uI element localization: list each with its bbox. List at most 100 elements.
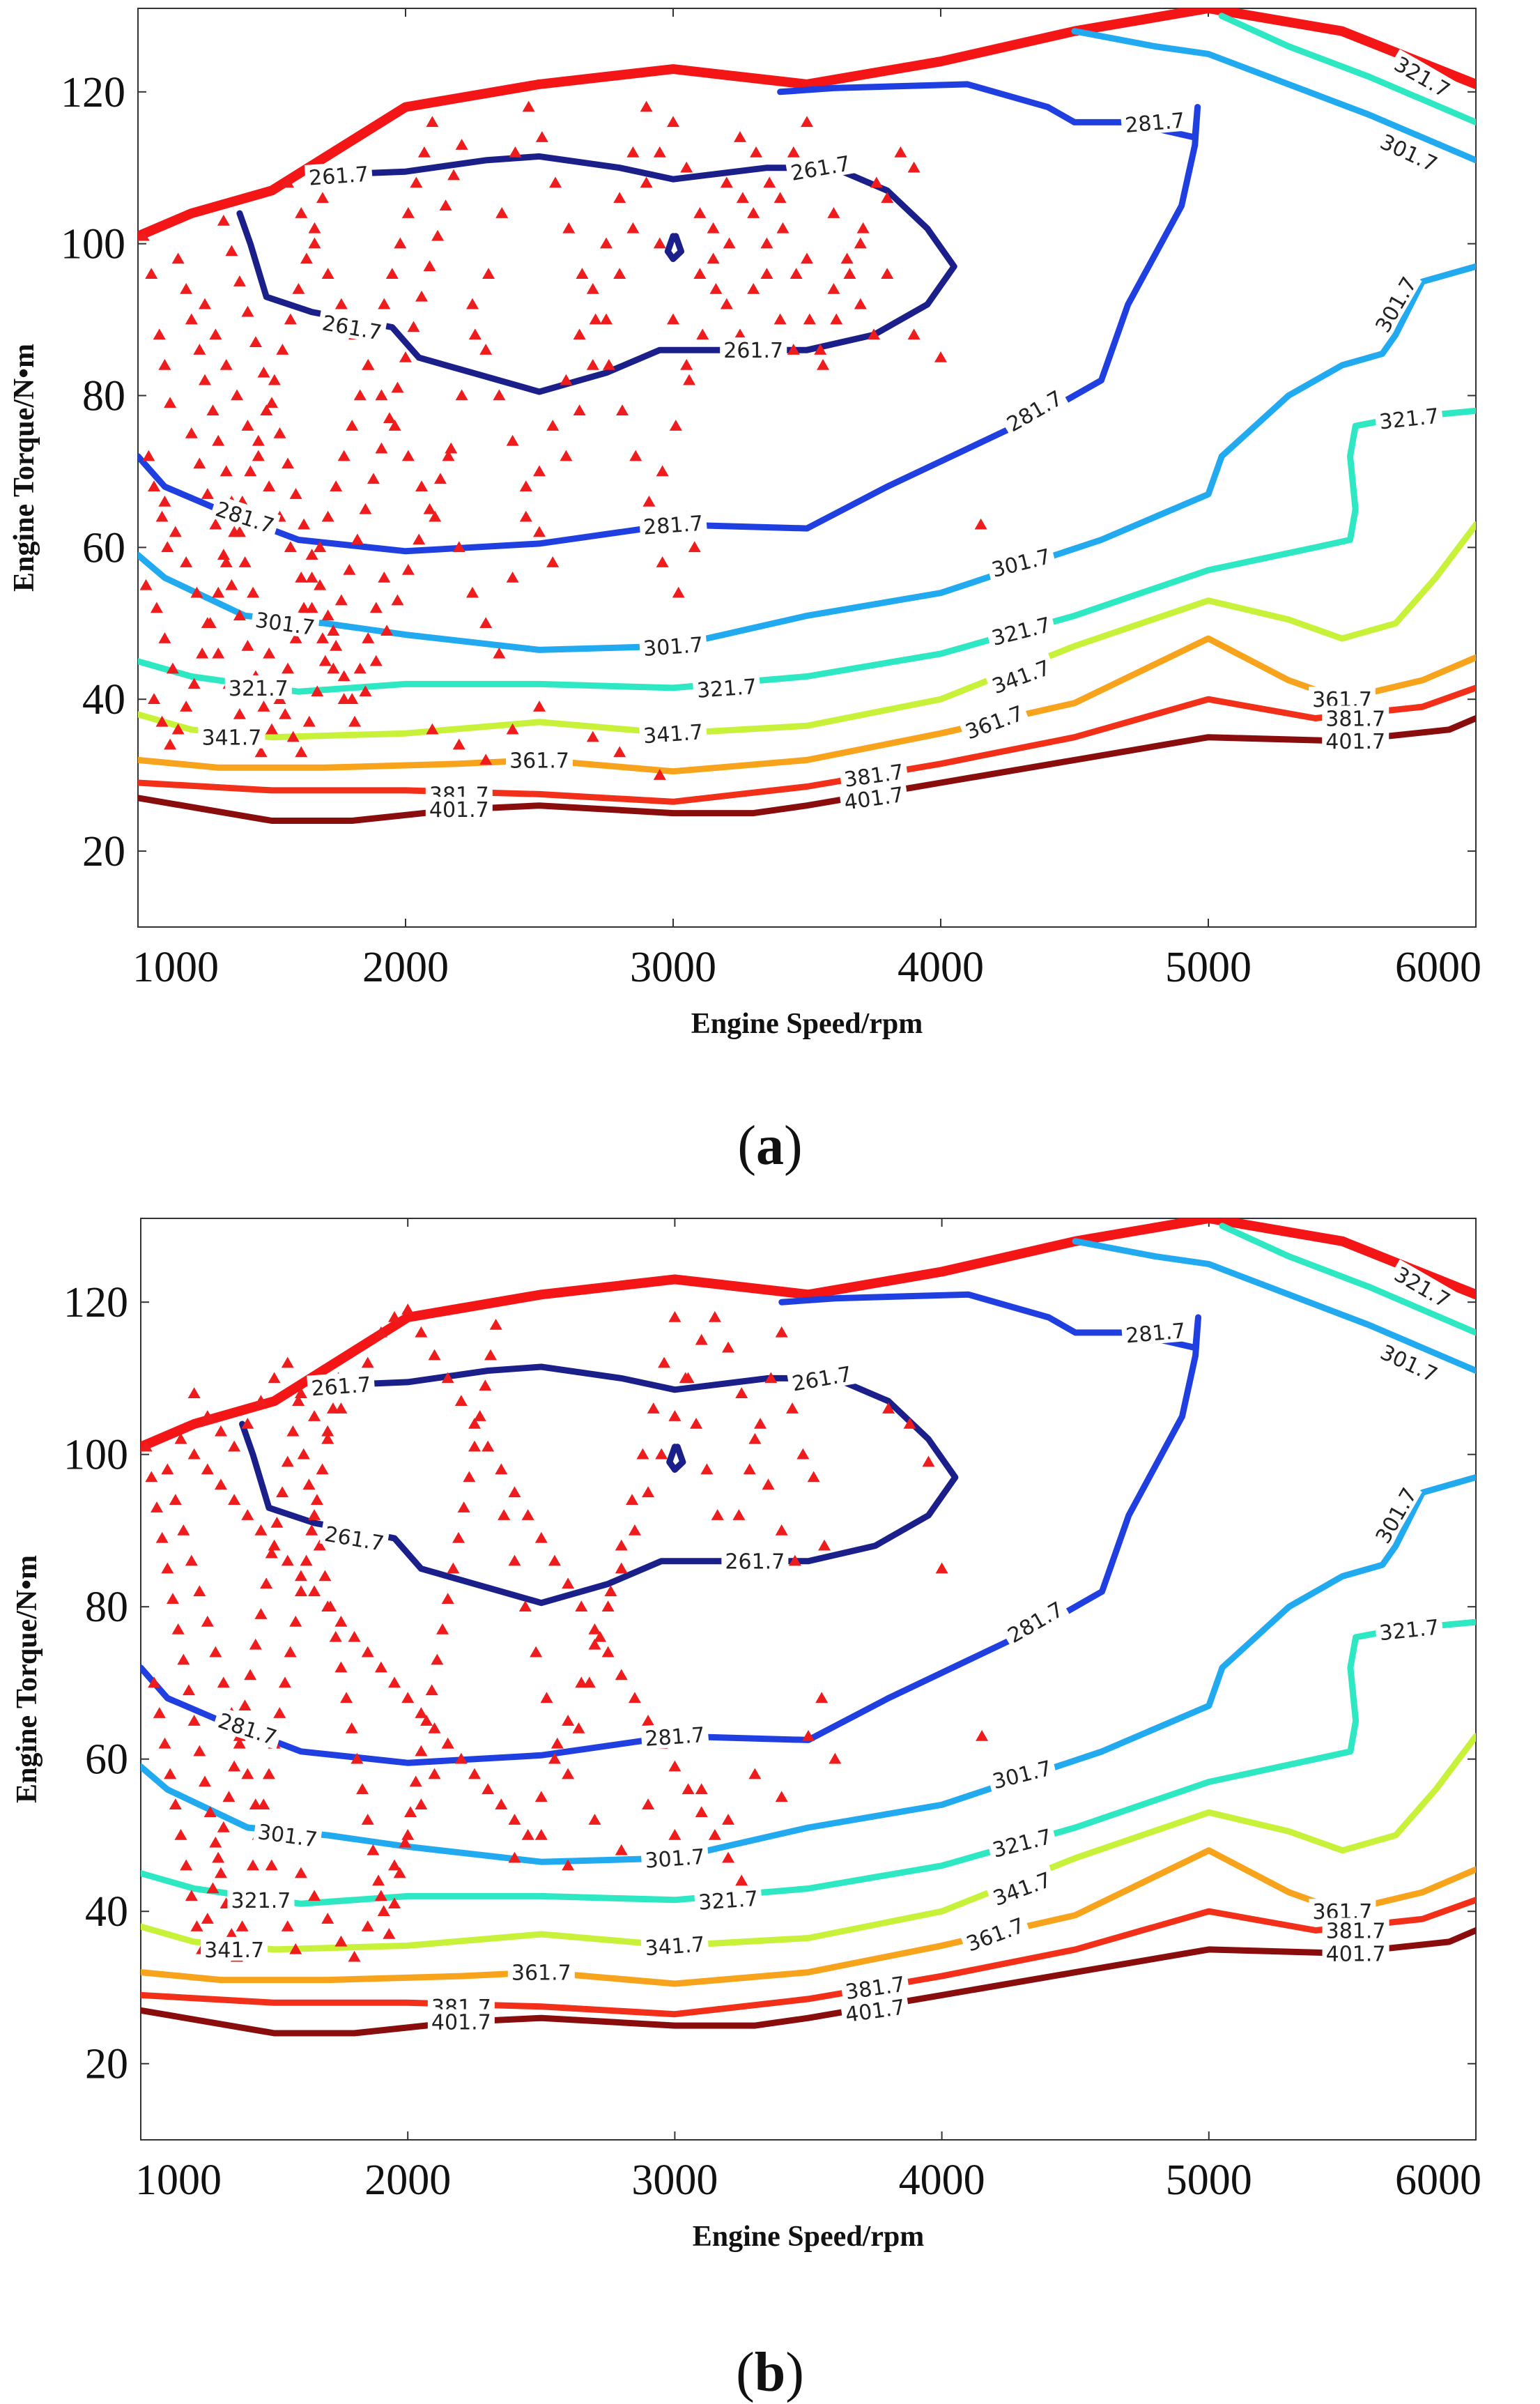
panel-b-marker-point — [321, 1432, 334, 1444]
panel-a-marker-point — [653, 146, 666, 158]
panel-b-marker-point — [482, 1783, 495, 1795]
panel-a-marker-point — [337, 670, 351, 682]
panel-b-marker-point — [409, 1775, 422, 1787]
panel-b-marker-point — [695, 1333, 708, 1345]
panel-a-marker-point — [466, 298, 479, 309]
panel-a-marker-point — [442, 450, 455, 461]
panel-a-contour-label-bg — [304, 160, 373, 189]
panel-a-marker-point — [359, 685, 372, 697]
panel-b-marker-point — [457, 1501, 470, 1513]
panel-b-marker-point — [193, 1745, 206, 1756]
panel-b-marker-point — [829, 1752, 842, 1764]
panel-b-contour-label-bg — [640, 1931, 709, 1959]
panel-b-marker-point — [540, 1692, 553, 1704]
panel-b-marker-point — [374, 1326, 387, 1338]
panel-b-marker-point — [148, 1676, 161, 1688]
panel-b-marker-point — [321, 1425, 334, 1437]
panel-b-marker-point — [668, 1760, 682, 1772]
panel-a-y-tick-label: 60 — [82, 524, 125, 572]
panel-label-b: (b) — [736, 2342, 804, 2403]
panel-b-marker-point — [326, 1402, 339, 1414]
panel-b-contour-label-bg — [840, 1993, 910, 2026]
panel-a-y-axis-label: Engine Torque/N•m — [8, 344, 40, 592]
panel-b-marker-point — [722, 1814, 735, 1825]
panel-b-marker-point — [294, 1387, 307, 1399]
panel-a-marker-point — [616, 404, 629, 416]
panel-b-marker-point — [775, 1326, 788, 1338]
panel-a-marker-point — [814, 344, 827, 355]
panel-a-marker-point — [870, 176, 883, 188]
panel-a-contour-label-text: 401.7 — [429, 798, 489, 822]
panel-a-marker-point — [394, 237, 407, 249]
panel-a-contour-label: 381.7 — [1322, 705, 1389, 731]
panel-b-contour-label-text: 281.7 — [1125, 1319, 1187, 1348]
panel-a-x-tick-label: 3000 — [630, 944, 716, 991]
panel-a-marker-point — [155, 715, 169, 727]
panel-a-marker-point — [260, 404, 273, 416]
panel-b-marker-point — [668, 1828, 682, 1840]
panel-a-contour-label-bg — [224, 675, 292, 699]
panel-a-marker-point — [201, 488, 214, 499]
panel-b-marker-point — [345, 1722, 358, 1733]
panel-b-marker-point — [372, 1874, 385, 1886]
panel-a-marker-point — [466, 586, 479, 598]
panel-b-marker-point — [308, 1410, 321, 1421]
panel-b-marker-point — [361, 1814, 374, 1825]
panel-b-marker-point — [254, 1395, 268, 1406]
panel-b-contour-label-text: 381.7 — [1326, 1920, 1386, 1944]
panel-a-marker-point — [148, 480, 161, 491]
panel-a-marker-point — [327, 662, 340, 674]
panel-b-marker-point — [428, 1768, 441, 1779]
panel-a-marker-point — [439, 199, 452, 210]
panel-a-contour-label: 281.7 — [1120, 107, 1189, 138]
panel-a-contour-label-text: 361.7 — [509, 749, 569, 773]
panel-b-marker-point — [281, 1356, 294, 1368]
panel-b-marker-point — [642, 1798, 655, 1810]
panel-a-marker-point — [311, 685, 324, 697]
panel-a-marker-point — [158, 358, 171, 370]
panel-a-contour-label-bg — [638, 631, 707, 660]
panel-a-contour-261.7b — [664, 233, 684, 262]
panel-a-marker-point — [573, 404, 586, 416]
panel-a-marker-point — [431, 229, 445, 241]
panel-b-marker-point — [817, 1539, 831, 1551]
panel-b-marker-point — [171, 1623, 185, 1634]
panel-b-marker-point — [241, 1417, 254, 1429]
panel-b-marker-point — [668, 1311, 682, 1322]
panel-b-marker-point — [206, 1882, 220, 1894]
panel-a-marker-point — [642, 496, 656, 507]
panel-a-marker-point — [268, 374, 281, 385]
panel-a-marker-point — [308, 237, 321, 249]
panel-a-marker-point — [193, 457, 206, 469]
panel-b-marker-point — [642, 1486, 655, 1498]
panel-b-marker-point — [321, 1913, 334, 1924]
panel-a-marker-point — [150, 602, 163, 613]
panel-a-marker-point — [934, 351, 947, 362]
panel-b-x-tick-label: 1000 — [135, 2157, 222, 2204]
panel-b-marker-point — [273, 1707, 286, 1718]
panel-a-marker-point — [238, 556, 252, 567]
panel-b-marker-point — [361, 1356, 374, 1368]
panel-b-marker-point — [141, 1440, 153, 1452]
panel-a-marker-point — [284, 313, 297, 325]
panel-b-marker-point — [628, 1692, 641, 1704]
panel-b-marker-point — [268, 1372, 281, 1384]
panel-a-marker-point — [626, 222, 640, 233]
panel-a-marker-point — [391, 594, 404, 606]
panel-a-marker-point — [856, 222, 870, 233]
panel-b-marker-point — [177, 1653, 190, 1665]
panel-b-contour-label-bg — [1322, 1940, 1389, 1965]
panel-a-marker-point — [693, 268, 707, 279]
panel-b-x-tick-label: 3000 — [631, 2157, 718, 2204]
panel-b-marker-point — [735, 1387, 748, 1399]
panel-a-contour-label: 401.7 — [425, 797, 493, 822]
panel-a-marker-point — [348, 715, 362, 727]
panel-b-marker-point — [682, 1783, 695, 1795]
panel-b-marker-point — [310, 1494, 323, 1505]
panel-b-marker-point — [177, 1524, 190, 1536]
panel-b-marker-point — [700, 1463, 714, 1475]
panel-a-contour-label-bg — [838, 758, 909, 791]
panel-b-marker-point — [431, 1653, 444, 1665]
panel-a-marker-point — [318, 654, 332, 666]
panel-b-marker-point — [708, 1311, 721, 1322]
